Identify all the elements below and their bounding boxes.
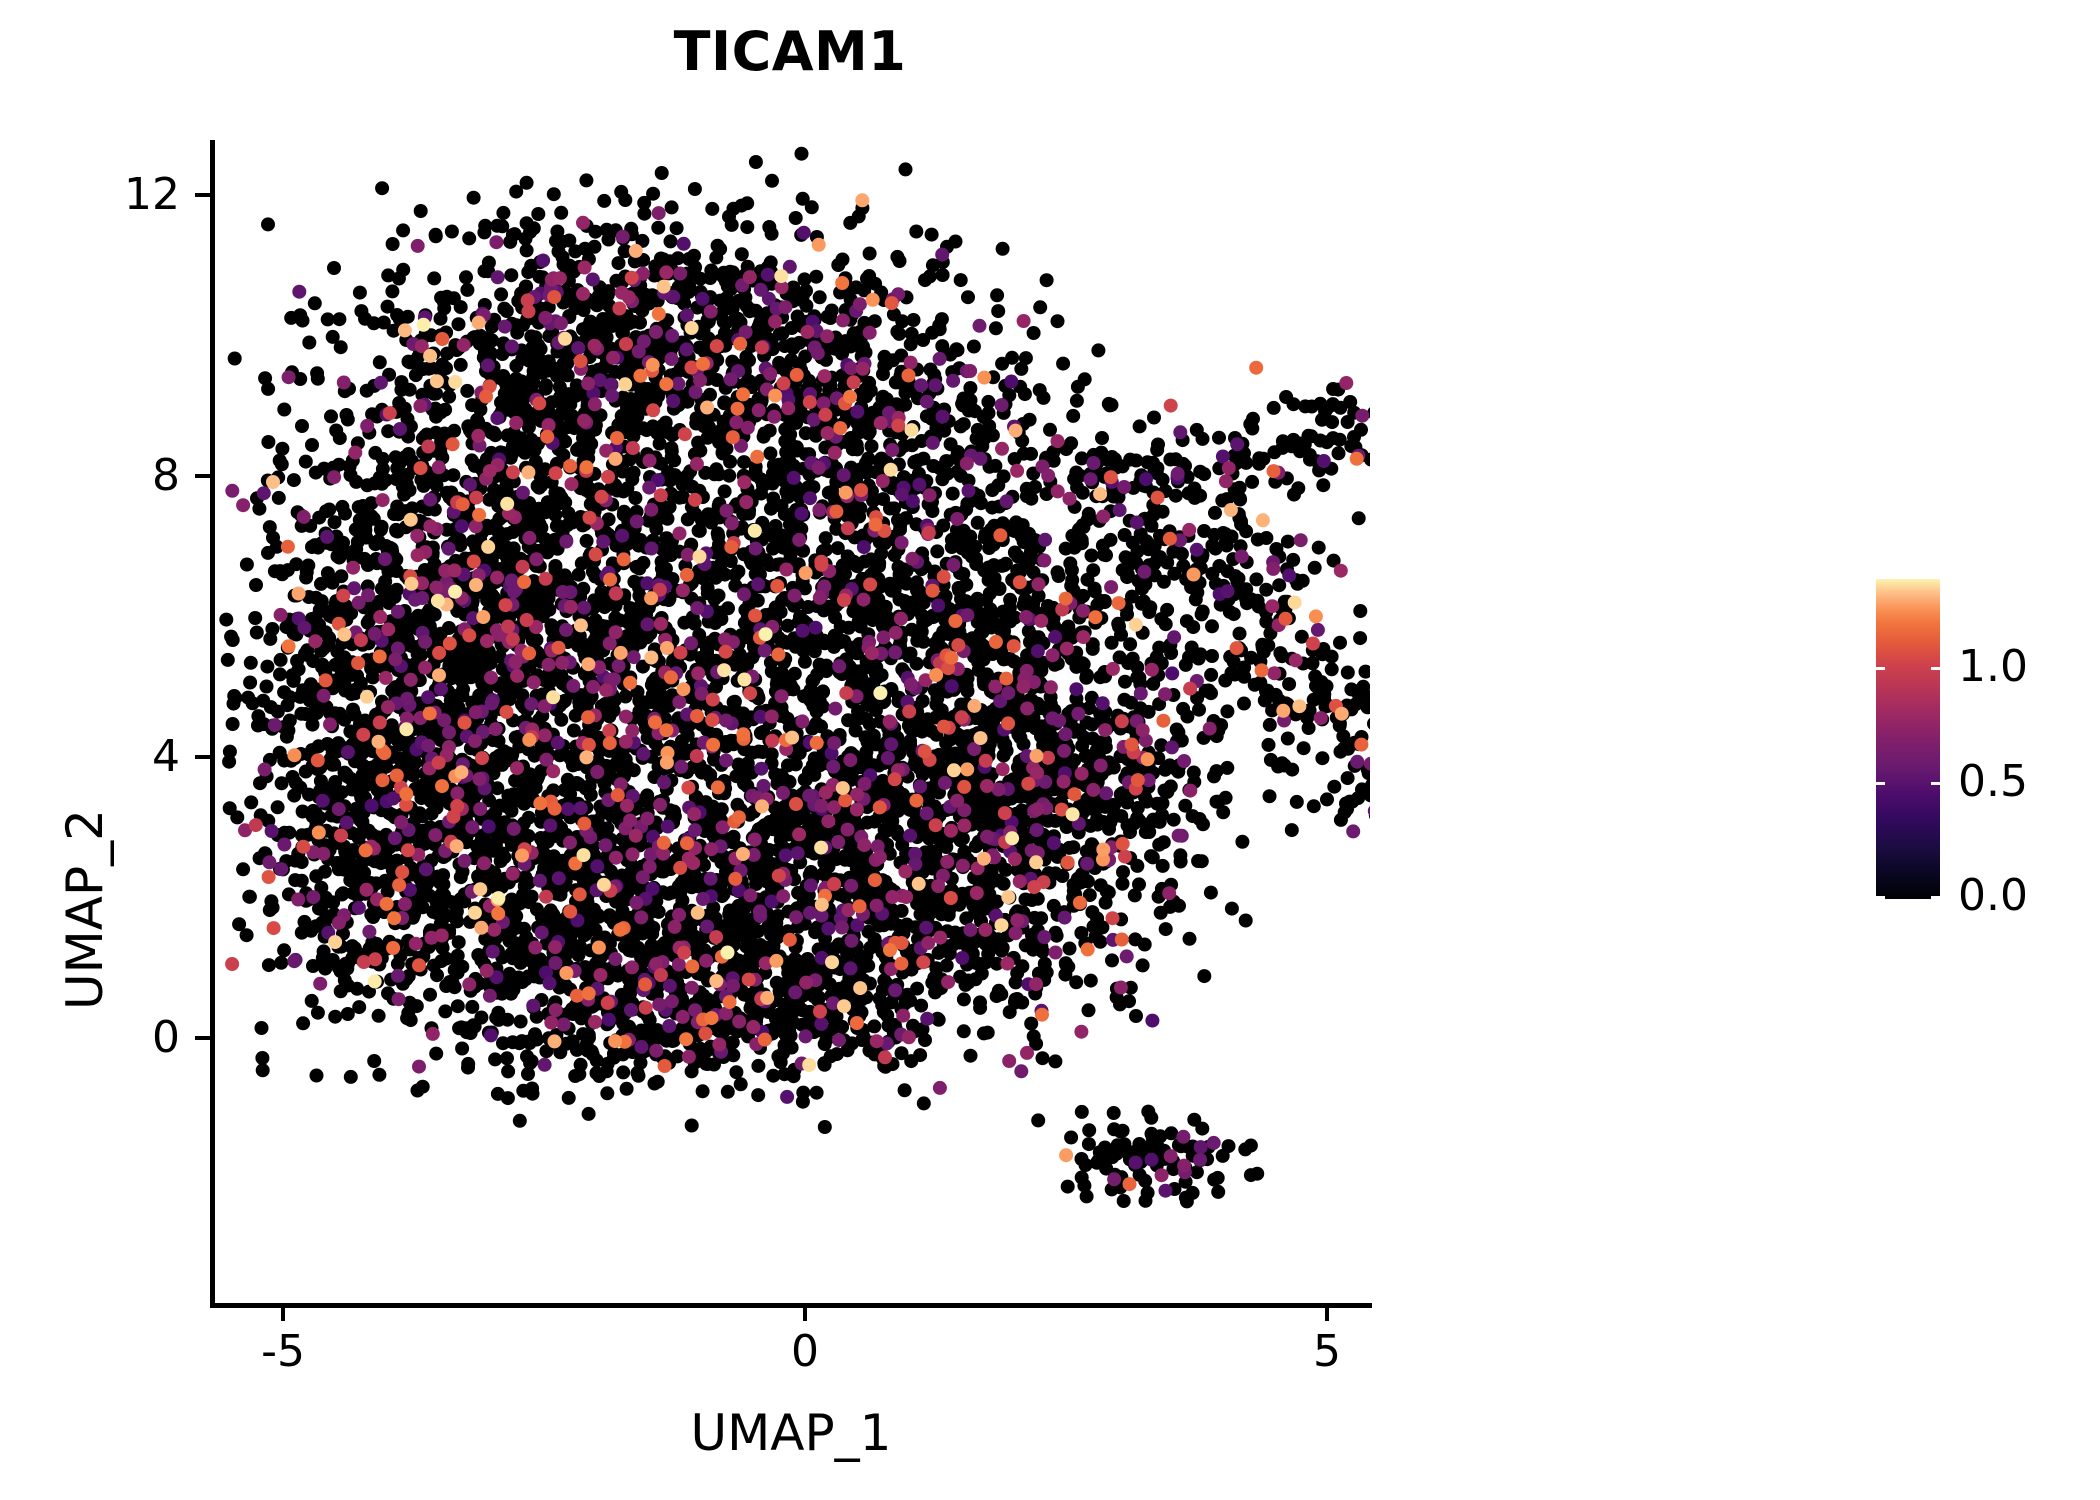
colorbar-label-1.0: 1.0 <box>1958 641 2028 692</box>
colorbar-gradient <box>1876 579 1940 899</box>
y-tick-mark-12 <box>195 193 210 197</box>
y-tick-label-8: 8 <box>152 450 180 501</box>
x-tick-mark-neg5 <box>281 1306 285 1321</box>
colorbar-tick-0.5-right <box>1931 782 1940 785</box>
page-title: TICAM1 <box>673 20 907 83</box>
colorbar-tick-1.0-right <box>1931 667 1940 670</box>
y-tick-mark-8 <box>195 474 210 478</box>
colorbar-label-0.5: 0.5 <box>1958 756 2028 807</box>
y-axis-spine <box>210 140 215 1308</box>
y-axis-label: UMAP_2 <box>56 809 114 1010</box>
y-tick-label-0: 0 <box>152 1012 180 1063</box>
x-tick-label-0: 0 <box>791 1326 819 1377</box>
colorbar-tick-0.0-right <box>1931 896 1940 899</box>
y-tick-label-4: 4 <box>152 731 180 782</box>
y-tick-mark-0 <box>195 1036 210 1040</box>
x-axis-spine <box>210 1303 1372 1308</box>
colorbar-tick-0.0-left <box>1876 896 1885 899</box>
x-tick-mark-5 <box>1325 1306 1329 1321</box>
x-axis-label: UMAP_1 <box>690 1404 892 1462</box>
x-tick-label-5: 5 <box>1313 1326 1341 1377</box>
colorbar-tick-1.0-left <box>1876 667 1885 670</box>
colorbar-label-0.0: 0.0 <box>1958 870 2028 921</box>
y-tick-label-12: 12 <box>124 169 180 220</box>
y-tick-mark-4 <box>195 755 210 759</box>
x-tick-label-neg5: -5 <box>261 1326 305 1377</box>
scatter-points-layer <box>219 146 1370 1209</box>
colorbar[interactable]: 1.0 0.5 0.0 <box>1876 579 2028 918</box>
scatter-plot-area[interactable] <box>210 140 1370 1305</box>
colorbar-tick-0.5-left <box>1876 782 1885 785</box>
x-tick-mark-0 <box>803 1306 807 1321</box>
